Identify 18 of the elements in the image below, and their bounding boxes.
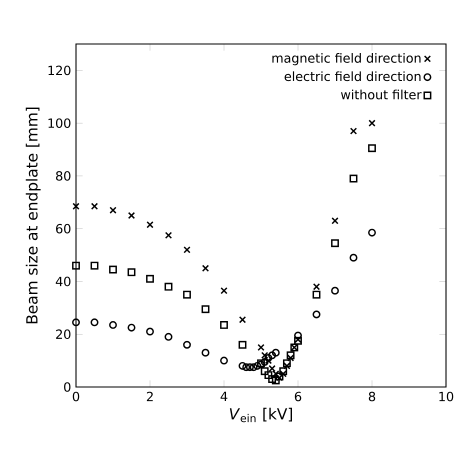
x-tick-label: 6 (294, 392, 302, 402)
x-tick-label: 4 (220, 392, 228, 401)
y-tick-label: 40 (56, 276, 70, 286)
y-axis-title: Beam size at endplate [mm] (26, 108, 41, 324)
y-tick-label: 60 (56, 224, 70, 234)
y-tick-label: 120 (48, 66, 70, 76)
x-tick-label: 2 (146, 392, 153, 402)
y-tick-label: 0 (64, 382, 70, 392)
legend-label: without filter (340, 90, 422, 100)
x-axis-title: V$_{ein}$ [kV] (230, 408, 292, 422)
y-tick-label: 80 (56, 171, 70, 181)
legend-label: electric field direction (284, 71, 421, 82)
legend-label: magnetic field direction (272, 53, 421, 66)
x-tick-label: 10 (439, 392, 454, 402)
y-tick-label: 100 (48, 118, 70, 128)
y-tick-label: 20 (56, 329, 70, 340)
x-tick-label: 0 (72, 392, 80, 402)
x-tick-label: 8 (368, 392, 376, 402)
